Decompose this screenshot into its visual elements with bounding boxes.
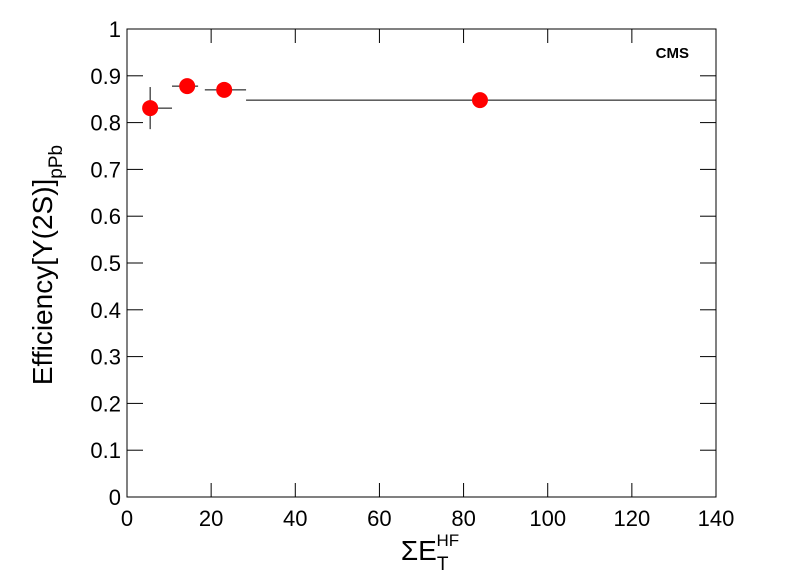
y-tick-label: 1 — [109, 17, 121, 42]
x-tick-label: 80 — [451, 506, 475, 531]
x-tick-label: 0 — [121, 506, 133, 531]
x-axis-title: ΣET HF — [401, 531, 459, 572]
y-tick-label: 0.3 — [90, 345, 121, 370]
x-label-main: ΣE — [401, 535, 437, 566]
y-tick-label: 0.7 — [90, 157, 121, 182]
x-tick-label: 20 — [199, 506, 223, 531]
data-point — [216, 81, 233, 98]
x-tick-label: 60 — [367, 506, 391, 531]
y-label-main: Efficiency[Υ(2S)] — [27, 179, 58, 385]
data-point — [179, 78, 196, 95]
y-tick-label: 0.2 — [90, 391, 121, 416]
y-tick-label: 0.5 — [90, 251, 121, 276]
y-tick-label: 0.9 — [90, 64, 121, 89]
x-tick-label: 120 — [613, 506, 650, 531]
y-tick-label: 0.4 — [90, 298, 121, 323]
y-tick-label: 0.6 — [90, 204, 121, 229]
y-tick-label: 0.1 — [90, 438, 121, 463]
x-tick-label: 100 — [529, 506, 566, 531]
y-tick-label: 0.8 — [90, 111, 121, 136]
y-axis-title: Efficiency[Υ(2S)]pPb — [27, 145, 67, 385]
y-tick-label: 0 — [109, 485, 121, 510]
data-point — [142, 100, 159, 117]
data-point — [471, 92, 488, 109]
x-label-sub: T — [437, 554, 449, 572]
x-tick-label: 140 — [698, 506, 735, 531]
annotation: CMS — [656, 45, 689, 62]
y-label-sub: pPb — [46, 145, 67, 179]
x-label-sup: HF — [436, 531, 459, 550]
x-tick-label: 40 — [283, 506, 307, 531]
